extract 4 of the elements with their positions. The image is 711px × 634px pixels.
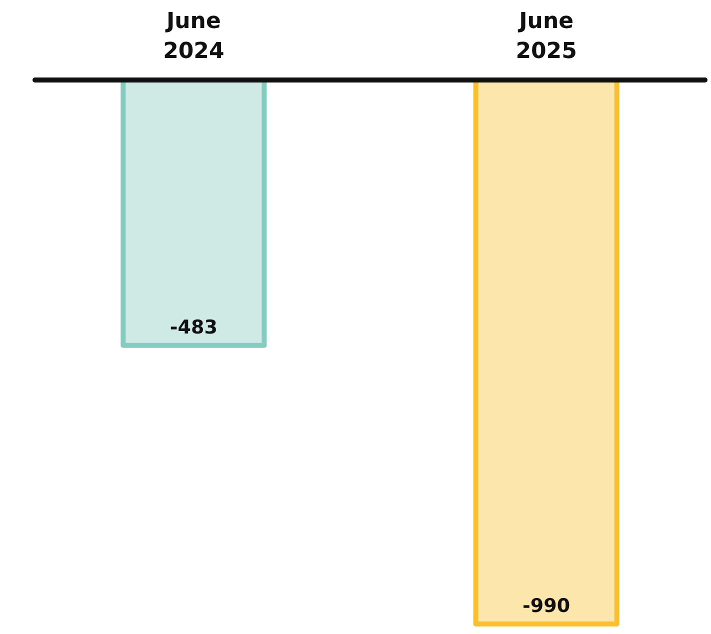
data-label: -483 bbox=[170, 316, 218, 338]
x-tick-label: June 2025 bbox=[516, 9, 577, 64]
data-label: -990 bbox=[522, 595, 570, 617]
x-tick-label: June 2024 bbox=[163, 9, 224, 64]
